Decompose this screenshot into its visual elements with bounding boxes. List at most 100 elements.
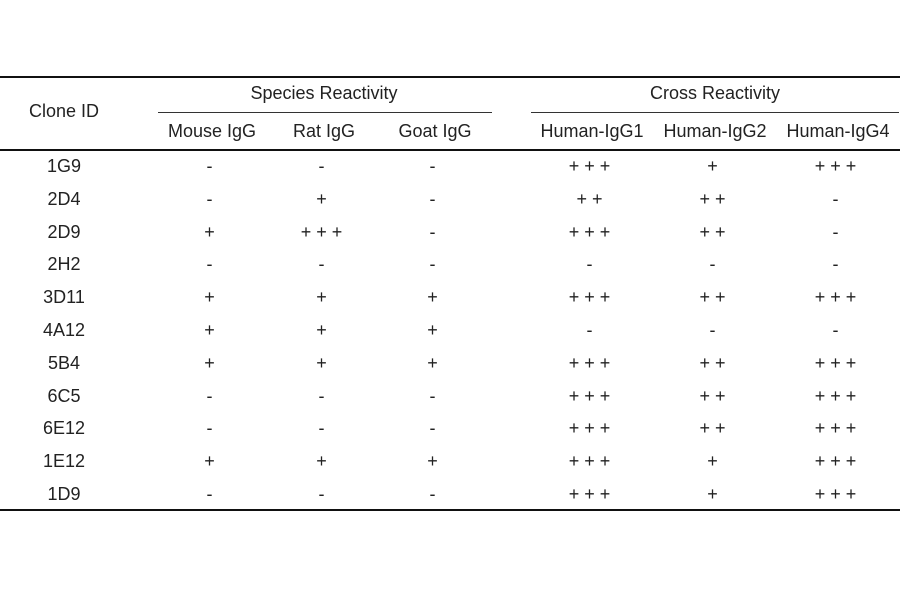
reactivity-cell: - — [586, 320, 598, 340]
reactivity-cell: + — [316, 287, 332, 308]
clone-id-cell: 5B4 — [47, 352, 81, 373]
clone-id-cell: 2H2 — [47, 254, 81, 275]
clone-id-cell: 1D9 — [47, 484, 81, 504]
reactivity-cell: + — [204, 221, 220, 242]
reactivity-cell: - — [832, 188, 844, 209]
reactivity-cell: + — [316, 352, 332, 373]
table-row: 2H2 - - - - - - — [0, 249, 900, 282]
column-header-goat-igg: Goat IgG — [398, 121, 472, 141]
clone-id-cell: 2D4 — [47, 188, 81, 209]
clone-id-cell: 2D9 — [47, 221, 81, 242]
reactivity-cell: + — [316, 451, 332, 472]
reactivity-cell: - — [429, 221, 441, 242]
reactivity-cell: ++ — [699, 418, 731, 439]
reactivity-cell: + — [427, 352, 443, 373]
reactivity-cell: + — [707, 484, 723, 504]
species-reactivity-header: Species Reactivity — [250, 83, 398, 103]
reactivity-cell: - — [832, 320, 844, 340]
column-header-human-igg1: Human-IgG1 — [540, 121, 644, 141]
reactivity-cell: ++ — [699, 352, 731, 373]
table-row: 2D4 - + - ++ ++ - — [0, 184, 900, 217]
reactivity-cell: +++ — [568, 156, 616, 176]
reactivity-cell: ++ — [576, 188, 608, 209]
reactivity-cell: - — [586, 254, 598, 275]
reactivity-cell: + — [204, 320, 220, 340]
table-row: 6C5- - - +++ ++ +++ — [0, 381, 900, 414]
column-header-mouse-igg: Mouse IgG — [167, 121, 257, 141]
reactivity-cell: - — [709, 320, 721, 340]
reactivity-cell: - — [206, 156, 218, 176]
reactivity-cell: ++ — [699, 287, 731, 308]
reactivity-cell: + — [204, 451, 220, 472]
reactivity-cell: - — [206, 418, 218, 439]
reactivity-cell: +++ — [568, 451, 616, 472]
clone-id-cell: 1G9 — [46, 156, 82, 176]
reactivity-cell: - — [318, 156, 330, 176]
reactivity-cell: +++ — [568, 287, 616, 308]
table-row: 6E12- - - +++ ++ +++ — [0, 413, 900, 446]
reactivity-cell: +++ — [814, 484, 862, 504]
table-top-rule — [0, 76, 900, 78]
clone-id-cell: 3D11 — [43, 287, 85, 308]
reactivity-cell: +++ — [814, 352, 862, 373]
table-row: 5B4 + + + +++ ++ +++ — [0, 348, 900, 381]
reactivity-cell: - — [206, 188, 218, 209]
cross-reactivity-header: Cross Reactivity — [649, 83, 781, 103]
reactivity-cell: - — [318, 385, 330, 406]
reactivity-cell: +++ — [568, 385, 616, 406]
reactivity-cell: + — [204, 352, 220, 373]
reactivity-cell: + — [707, 156, 723, 176]
reactivity-cell: ++ — [699, 188, 731, 209]
reactivity-cell: - — [206, 484, 218, 504]
reactivity-cell: + — [427, 287, 443, 308]
reactivity-cell: +++ — [568, 221, 616, 242]
reactivity-cell: - — [832, 254, 844, 275]
reactivity-cell: + — [707, 451, 723, 472]
clone-id-cell: 4A12 — [42, 320, 86, 340]
reactivity-cell: + — [316, 320, 332, 340]
table-row: 2D9 + +++ - +++ ++ - — [0, 217, 900, 250]
clone-id-cell: 1E12 — [42, 451, 86, 472]
reactivity-cell: - — [832, 221, 844, 242]
reactivity-cell: +++ — [814, 156, 862, 176]
reactivity-cell: +++ — [568, 484, 616, 504]
reactivity-cell: + — [427, 320, 443, 340]
table-row: 1D9- - - +++ + +++ — [0, 479, 900, 512]
reactivity-cell: +++ — [300, 221, 348, 242]
reactivity-cell: - — [709, 254, 721, 275]
species-group-underline — [158, 112, 492, 114]
reactivity-cell: - — [429, 188, 441, 209]
reactivity-cell: - — [429, 484, 441, 504]
reactivity-cell: +++ — [568, 352, 616, 373]
reactivity-cell: +++ — [814, 385, 862, 406]
clone-id-header: Clone ID — [28, 101, 100, 121]
reactivity-cell: - — [318, 484, 330, 504]
reactivity-cell: + — [316, 188, 332, 209]
header-bottom-rule — [0, 149, 900, 151]
column-header-rat-igg: Rat IgG — [292, 121, 356, 141]
reactivity-cell: ++ — [699, 221, 731, 242]
column-header-human-igg4: Human-IgG4 — [786, 121, 890, 141]
reactivity-cell: + — [427, 451, 443, 472]
reactivity-cell: - — [429, 385, 441, 406]
reactivity-cell: - — [429, 254, 441, 275]
reactivity-cell: - — [318, 254, 330, 275]
table-bottom-rule — [0, 509, 900, 511]
reactivity-cell: +++ — [814, 287, 862, 308]
clone-id-cell: 6C5 — [47, 385, 81, 406]
table-row: 1G9- - - +++ + +++ — [0, 151, 900, 184]
reactivity-cell: - — [318, 418, 330, 439]
reactivity-cell: +++ — [814, 418, 862, 439]
cross-group-underline — [531, 112, 899, 114]
table-row: 1E12 + + + +++ + +++ — [0, 446, 900, 479]
reactivity-cell: +++ — [814, 451, 862, 472]
clone-id-cell: 6E12 — [42, 418, 86, 439]
column-header-human-igg2: Human-IgG2 — [663, 121, 767, 141]
reactivity-cell: - — [429, 418, 441, 439]
table-row: 4A12 + + + - - - — [0, 315, 900, 348]
reactivity-cell: ++ — [699, 385, 731, 406]
table-row: 3D11 + + + +++ ++ +++ — [0, 282, 900, 315]
reactivity-cell: + — [204, 287, 220, 308]
reactivity-cell: - — [206, 385, 218, 406]
reactivity-cell: +++ — [568, 418, 616, 439]
